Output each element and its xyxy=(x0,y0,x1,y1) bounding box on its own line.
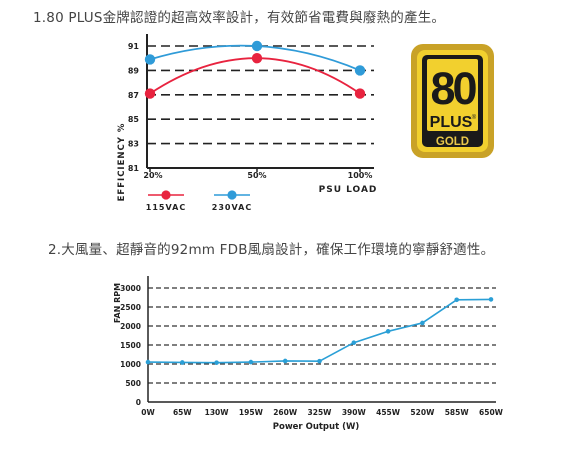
data-point xyxy=(214,360,219,365)
x-tick-label: 585W xyxy=(445,408,470,417)
x-axis-label: PSU LOAD xyxy=(319,185,378,195)
heading-efficiency: 1.80 PLUS金牌認證的超高效率設計，有效節省電費與廢熱的產生。 xyxy=(33,10,446,26)
x-tick-label: 50% xyxy=(247,171,266,180)
y-axis-label: EFFICIENCY % xyxy=(117,123,127,202)
y-tick-label: 2500 xyxy=(120,303,141,312)
x-tick-label: 455W xyxy=(376,408,401,417)
x-tick-label: 390W xyxy=(342,408,367,417)
badge-inner-frame xyxy=(417,50,488,152)
data-point xyxy=(351,340,357,346)
data-point xyxy=(354,88,366,99)
badge-dark-panel xyxy=(422,55,483,147)
x-tick-label: 520W xyxy=(410,408,435,417)
y-tick-label: 89 xyxy=(128,66,140,75)
efficiency-series xyxy=(144,40,366,99)
series-line xyxy=(149,57,361,95)
fan-axes: 3000 2500 2000 1500 1000 500 00W 65W 130W 195W 260… xyxy=(113,276,504,432)
badge-tier-text: GOLD xyxy=(436,136,469,148)
x-tick-label: 65W xyxy=(173,408,192,417)
badge-outer-frame xyxy=(411,44,494,158)
x-tick-label: 130W xyxy=(205,408,230,417)
y-tick-label: 83 xyxy=(128,140,139,149)
legend-swatch-dot xyxy=(161,190,171,200)
badge-number: 80 xyxy=(430,63,476,114)
data-point xyxy=(180,360,185,365)
y-tick-label: 1000 xyxy=(120,360,141,369)
data-point xyxy=(248,359,254,365)
y-tick-label: 500 xyxy=(125,379,141,388)
x-tick-label: 260W xyxy=(273,408,298,417)
y-tick-label: 81 xyxy=(128,164,140,173)
series-line xyxy=(147,298,492,364)
data-point xyxy=(144,88,156,99)
legend-label: 230VAC xyxy=(212,203,252,212)
x-tick-label: 100% xyxy=(348,171,373,180)
heading-fan: 2.大風量、超靜音的92mm FDB風扇設計，確保工作環境的寧靜舒適性。 xyxy=(48,242,495,258)
data-point xyxy=(251,53,263,64)
fan-grid xyxy=(148,287,496,384)
efficiency-legend: 115VAC 230VAC xyxy=(146,190,252,212)
badge-gold-plate xyxy=(427,59,478,131)
y-tick-label: 1500 xyxy=(120,341,141,350)
badge-registered-mark: ® xyxy=(472,114,477,121)
y-tick-label: 2000 xyxy=(120,322,141,331)
data-point xyxy=(282,358,288,364)
data-point xyxy=(488,297,494,302)
data-point xyxy=(454,297,460,303)
x-tick-label: 195W xyxy=(239,408,264,417)
data-point xyxy=(251,40,263,52)
series-line xyxy=(149,44,361,72)
x-tick-label: 325W xyxy=(308,408,333,417)
data-point xyxy=(385,329,391,334)
y-tick-label: 3000 xyxy=(120,284,141,293)
y-tick-label: 91 xyxy=(128,42,140,51)
x-tick-label: 0W xyxy=(141,408,155,417)
data-point xyxy=(420,320,425,326)
fan-series xyxy=(145,297,494,365)
legend-label: 115VAC xyxy=(146,203,186,212)
x-axis-label: Power Output (W) xyxy=(273,422,360,432)
data-point xyxy=(354,65,366,76)
legend-swatch-dot xyxy=(227,190,237,200)
y-tick-label: 87 xyxy=(128,91,139,100)
x-tick-label: 650W xyxy=(479,408,504,417)
y-tick-label: 85 xyxy=(128,115,140,124)
badge-plus-text: PLUS xyxy=(430,114,473,131)
data-point xyxy=(317,358,322,364)
x-tick-label: 20% xyxy=(143,171,162,180)
data-point xyxy=(145,359,151,365)
y-tick-label: 0 xyxy=(136,398,141,407)
data-point xyxy=(144,54,156,65)
y-axis-label: FAN RPM xyxy=(113,283,122,323)
efficiency-grid xyxy=(147,45,374,145)
